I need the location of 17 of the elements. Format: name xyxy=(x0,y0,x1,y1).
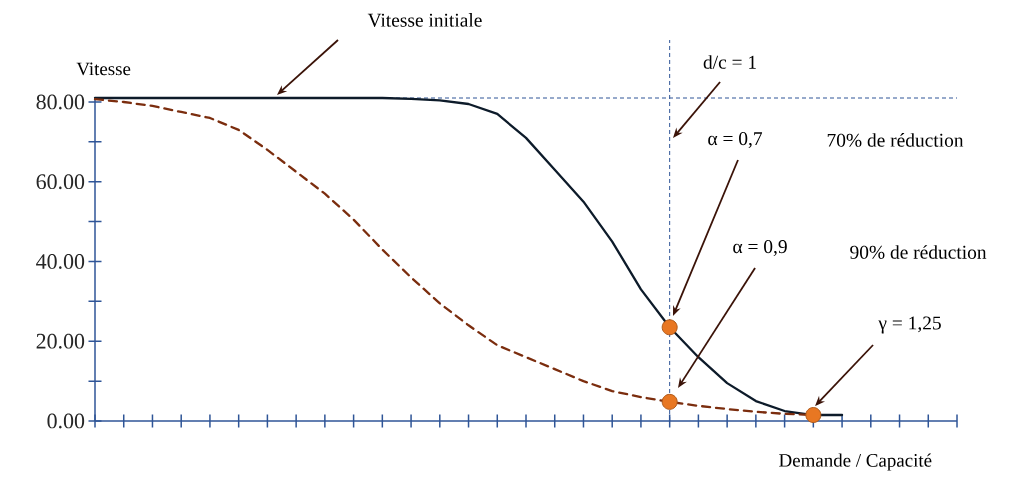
annotation: α = 0,9 xyxy=(733,240,787,256)
y-tick-label: 20.00 xyxy=(36,333,85,349)
annotation: α = 0,7 xyxy=(708,132,763,148)
y-tick-label: 0.00 xyxy=(47,413,85,429)
point xyxy=(661,319,678,336)
point xyxy=(661,393,678,410)
x-axis-title: Demande / Capacité xyxy=(779,453,932,471)
annotation: γ = 1,25 xyxy=(878,316,941,334)
y-tick-label: 60.00 xyxy=(36,174,85,190)
y-axis-title: Vitesse xyxy=(76,62,131,76)
text: d/c = 1 xyxy=(703,55,756,69)
y-tick-label: 80.00 xyxy=(36,94,85,110)
annotation: 70% de réduction xyxy=(827,133,964,147)
y-tick-label: 40.00 xyxy=(36,254,85,269)
text: Vitesse initiale xyxy=(367,13,482,27)
point xyxy=(805,407,822,424)
annotation: 90% de réduction xyxy=(850,245,987,259)
